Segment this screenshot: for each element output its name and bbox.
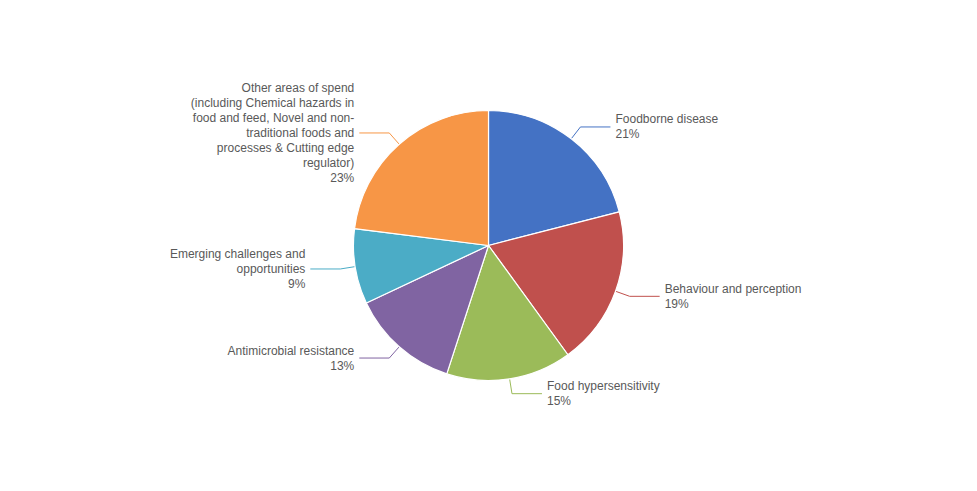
svg-text:Antimicrobial resistance: Antimicrobial resistance <box>228 344 355 358</box>
svg-text:food and feed, Novel and non-: food and feed, Novel and non- <box>193 111 354 125</box>
svg-text:(including Chemical hazards in: (including Chemical hazards in <box>191 96 354 110</box>
svg-text:23%: 23% <box>330 171 354 185</box>
svg-text:19%: 19% <box>665 297 689 311</box>
svg-text:Other areas of spend: Other areas of spend <box>242 81 355 95</box>
svg-text:processes & Cutting edge: processes & Cutting edge <box>217 141 355 155</box>
svg-text:Emerging challenges and: Emerging challenges and <box>170 247 305 261</box>
svg-text:regulator): regulator) <box>303 156 354 170</box>
svg-text:Food hypersensitivity: Food hypersensitivity <box>547 379 660 393</box>
svg-text:15%: 15% <box>547 394 571 408</box>
svg-text:Foodborne disease: Foodborne disease <box>615 112 718 126</box>
svg-text:Behaviour and perception: Behaviour and perception <box>665 282 802 296</box>
svg-text:traditional foods and: traditional foods and <box>246 126 354 140</box>
svg-text:21%: 21% <box>615 127 639 141</box>
svg-text:opportunities: opportunities <box>237 262 306 276</box>
svg-text:13%: 13% <box>330 359 354 373</box>
svg-text:9%: 9% <box>288 277 306 291</box>
